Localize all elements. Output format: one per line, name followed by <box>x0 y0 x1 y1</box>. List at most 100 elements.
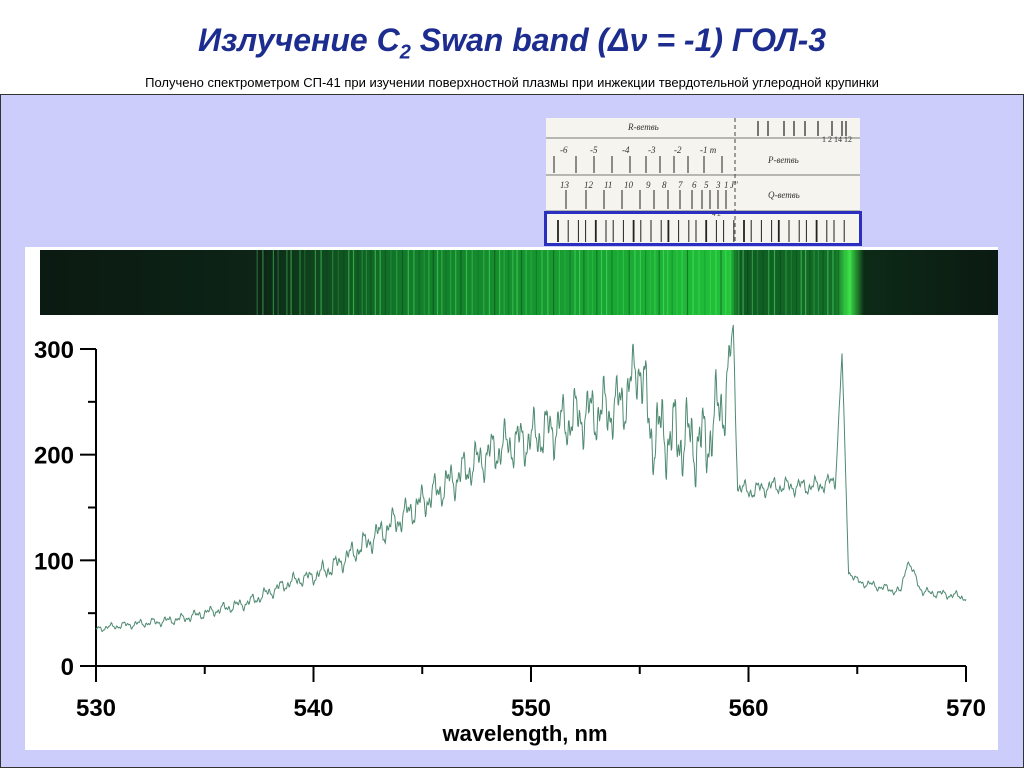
x-tick-label: 550 <box>511 695 551 722</box>
strip-line <box>837 250 840 315</box>
strip-line <box>337 250 339 315</box>
atlas-q-number: 9 <box>646 180 651 190</box>
strip-line <box>294 250 296 315</box>
strip-line <box>374 250 376 315</box>
strip-line <box>654 250 656 315</box>
x-tick-label: 560 <box>728 695 768 722</box>
r-numbers: 1 2 14 12 <box>822 135 852 144</box>
atlas-q-number: 11 <box>604 180 612 190</box>
strip-line <box>606 250 608 315</box>
strip-line <box>299 250 301 315</box>
spectrum-strip-svg <box>40 250 998 315</box>
strip-line <box>455 250 457 315</box>
strip-line <box>396 250 398 315</box>
strip-line <box>686 250 689 315</box>
strip-line <box>600 250 603 315</box>
strip-line <box>634 250 636 315</box>
strip-line <box>379 250 381 315</box>
strip-line <box>587 250 589 315</box>
atlas-q-number: 12 <box>584 180 594 190</box>
x-tick-label: 570 <box>946 695 986 722</box>
strip-line <box>503 250 505 315</box>
strip-line <box>809 250 811 315</box>
highlight-frame <box>544 211 862 246</box>
strip-line <box>535 250 537 315</box>
strip-line <box>390 250 392 315</box>
strip-line <box>747 250 749 315</box>
strip-line <box>332 250 334 315</box>
strip-line <box>681 250 683 315</box>
strip-line <box>494 250 496 315</box>
strip-line <box>553 250 555 315</box>
strip-line <box>628 250 630 315</box>
strip-line <box>658 250 660 315</box>
q-branch-label: Q-ветвь <box>768 190 800 200</box>
slide-subtitle: Получено спектрометром СП-41 при изучени… <box>145 75 879 90</box>
strip-line <box>352 250 355 315</box>
spectrum-trace <box>95 324 967 632</box>
strip-line <box>483 250 485 315</box>
atlas-q-number: 1 <box>724 180 729 190</box>
strip-line <box>671 250 673 315</box>
strip-line <box>779 250 781 315</box>
strip-line <box>370 250 372 315</box>
strip-line <box>361 250 363 315</box>
spectral-atlas-excerpt: R-ветвь P-ветвь Q-ветвь 1 2 14 12 4 2 -6… <box>546 118 860 244</box>
y-tick-label: 100 <box>34 548 74 575</box>
strip-line <box>795 250 797 315</box>
strip-line <box>738 250 740 315</box>
atlas-q-number: 8 <box>662 180 667 190</box>
strip-line <box>547 250 549 315</box>
strip-line <box>827 250 829 315</box>
strip-line <box>676 250 678 315</box>
strip-line <box>720 250 722 315</box>
strip-line <box>465 250 468 315</box>
strip-line <box>558 250 560 315</box>
slide-title: Излучение C2 Swan band (Δν = -1) ГОЛ-3 <box>0 22 1024 64</box>
strip-line <box>286 250 288 315</box>
strip-line <box>541 250 543 315</box>
atlas-q-number: 3 <box>715 180 721 190</box>
y-tick-label: 200 <box>34 443 74 470</box>
strip-line <box>569 250 571 315</box>
x-axis: 530 540 550 560 570 <box>76 665 986 722</box>
strip-line <box>698 250 700 315</box>
atlas-q-number: 13 <box>560 180 570 190</box>
atlas-q-number: J" <box>730 180 738 190</box>
strip-line <box>649 250 651 315</box>
strip-line <box>512 250 514 315</box>
strip-line <box>813 250 815 315</box>
strip-line <box>817 250 819 315</box>
strip-line <box>756 250 759 315</box>
strip-line <box>256 250 258 315</box>
strip-line <box>704 250 706 315</box>
atlas-q-number: 6 <box>692 180 697 190</box>
strip-line <box>441 250 443 315</box>
strip-line <box>262 250 264 315</box>
strip-line <box>320 250 322 315</box>
strip-line <box>583 250 585 315</box>
strip-line <box>520 250 523 315</box>
strip-line <box>611 250 613 315</box>
strip-line <box>267 250 269 315</box>
strip-line <box>742 250 744 315</box>
strip-line <box>508 250 510 315</box>
strip-line <box>423 250 425 315</box>
strip-line <box>617 250 619 315</box>
strip-line <box>290 250 292 315</box>
strip-line <box>432 250 434 315</box>
strip-line <box>692 250 694 315</box>
strip-line <box>564 250 566 315</box>
strip-line <box>596 250 598 315</box>
atlas-p-number: -2 <box>674 145 682 155</box>
strip-line <box>471 250 473 315</box>
strip-line <box>579 250 581 315</box>
atlas-p-number: -6 <box>560 145 568 155</box>
strip-line <box>401 250 404 315</box>
strip-line <box>800 250 802 315</box>
spectrum-photo-strip <box>40 250 998 315</box>
strip-line <box>450 250 452 315</box>
strip-line <box>407 250 409 315</box>
strip-line <box>516 250 518 315</box>
strip-line <box>272 250 274 315</box>
